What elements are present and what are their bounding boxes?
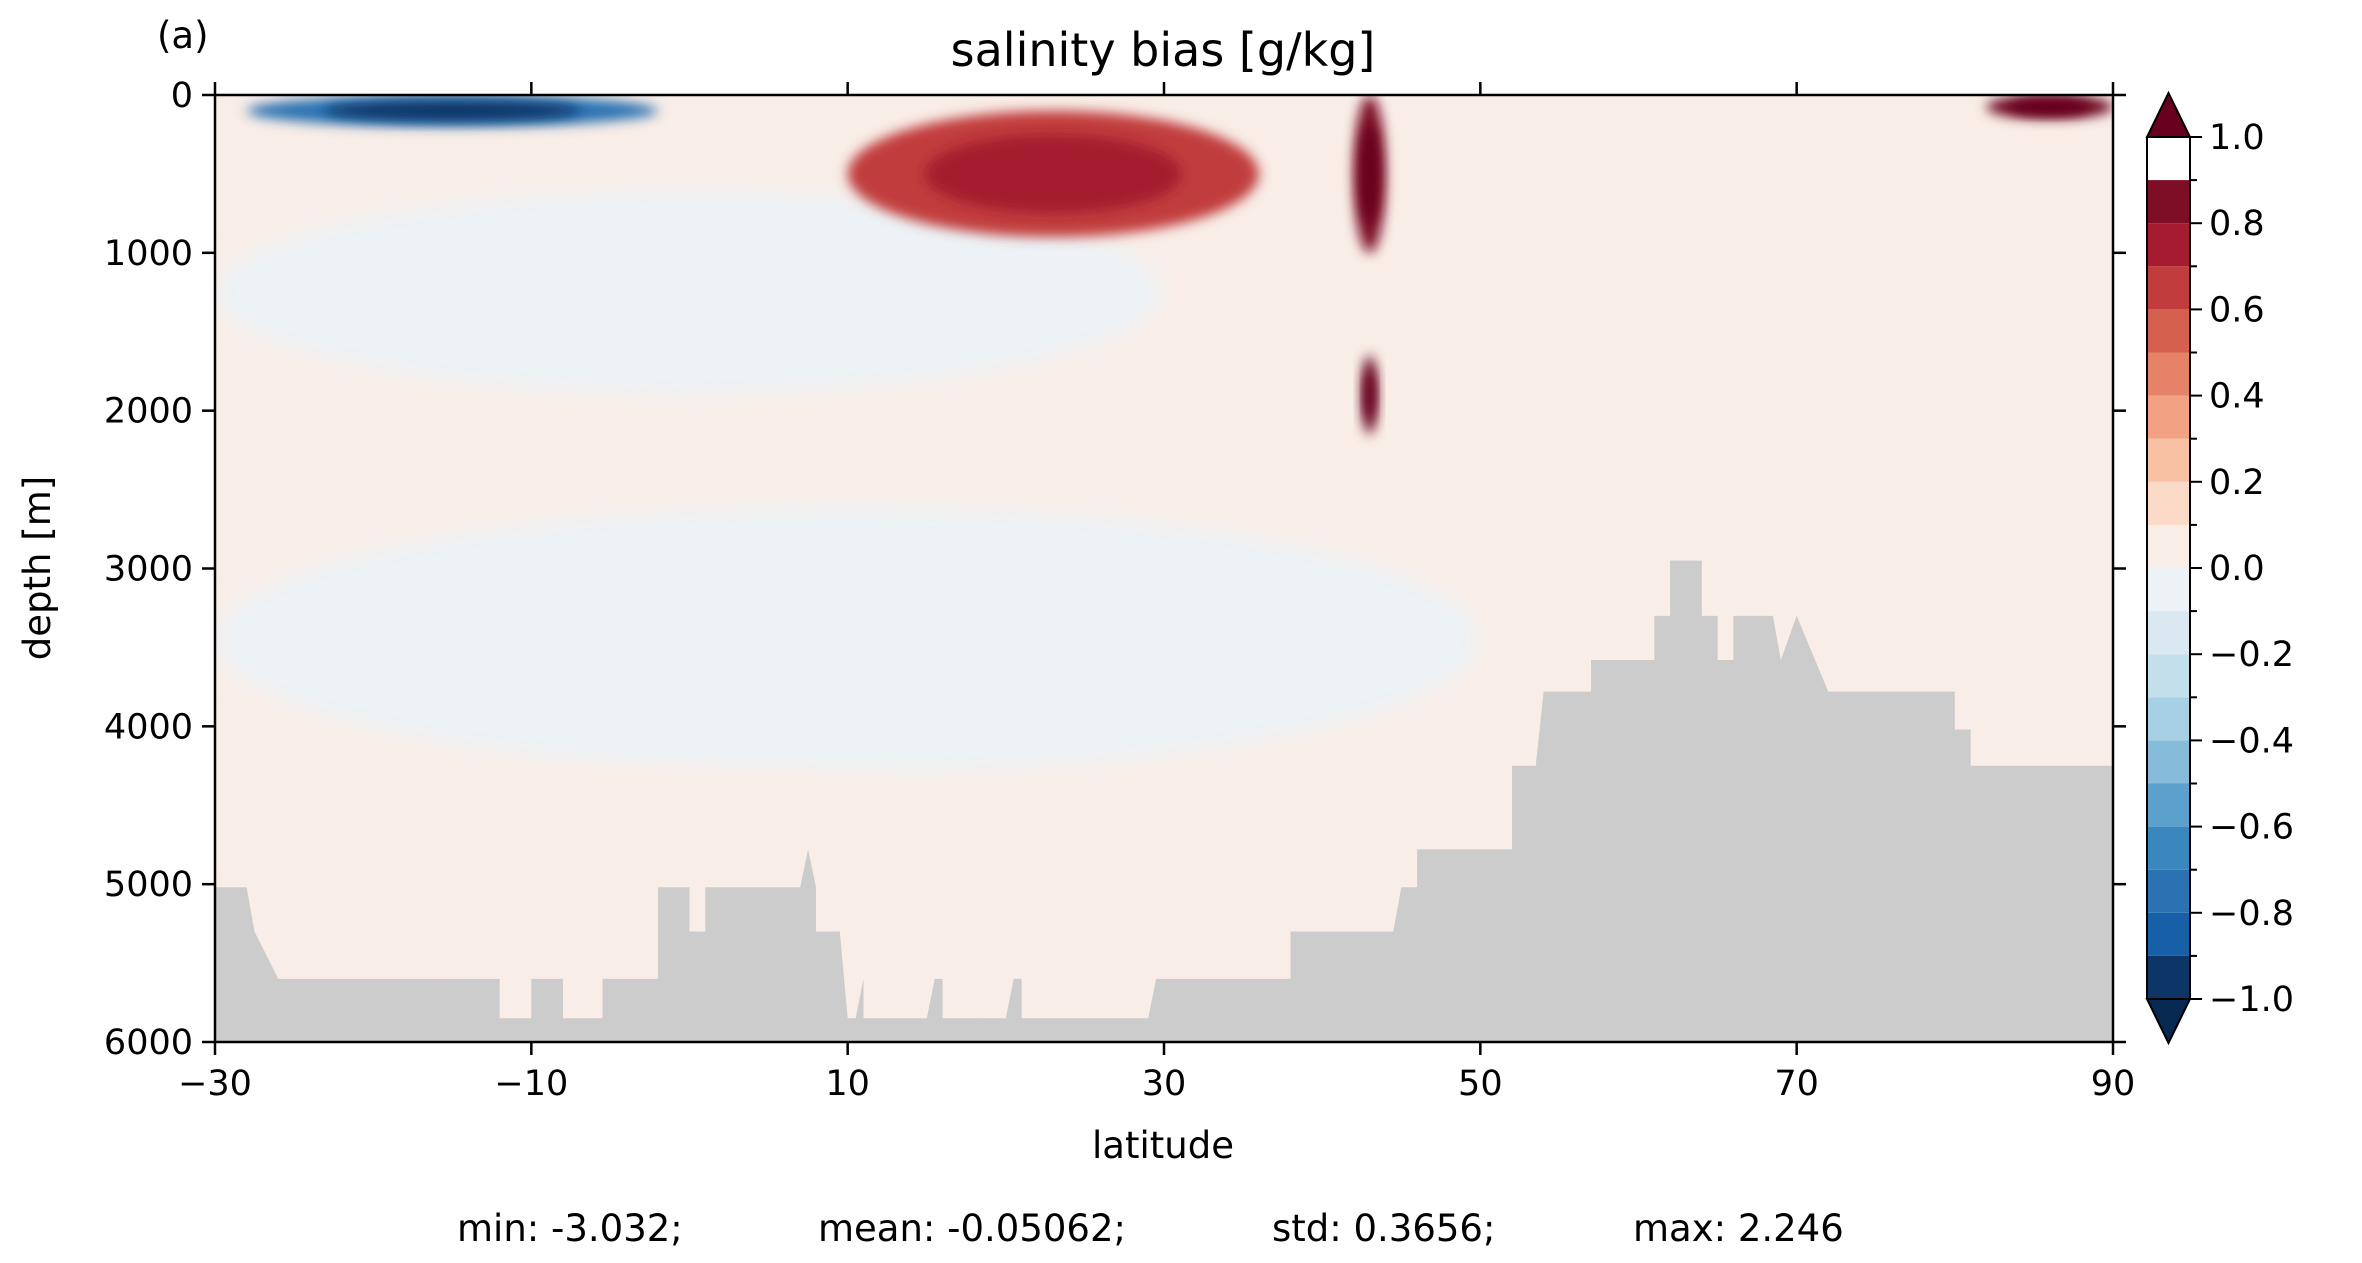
colorbar-segment — [2147, 309, 2190, 353]
stat-max: max: 2.246 — [1633, 1207, 1844, 1250]
colorbar-segment — [2147, 912, 2190, 956]
colorbar-segment — [2147, 611, 2190, 655]
colorbar-tick-label: −1.0 — [2209, 980, 2294, 1020]
colorbar-segment — [2147, 223, 2190, 267]
field-feature-core-north-subtropical-salty-tongue — [924, 134, 1182, 214]
colorbar-segment — [2147, 697, 2190, 741]
y-axis-label: depth [m] — [16, 476, 59, 660]
field-feature-core-south-equatorial-surface-fresh-core — [323, 100, 581, 121]
colorbar-segment — [2147, 955, 2190, 999]
panel-label: (a) — [157, 14, 209, 57]
y-tick-label: 6000 — [104, 1023, 193, 1063]
colorbar-tick-label: −0.2 — [2209, 635, 2294, 675]
colorbar-extend-max — [2145, 90, 2192, 138]
y-axis: 0 1000 2000 3000 4000 5000 6000 — [104, 76, 2126, 1063]
stats-line: min: -3.032; mean: -0.05062; std: 0.3656… — [457, 1207, 1844, 1250]
x-tick-label: 50 — [1458, 1064, 1503, 1104]
y-tick-label: 0 — [171, 76, 193, 116]
y-tick-label: 4000 — [104, 707, 193, 747]
field-feature-core-mediterranean-outflow-column — [1359, 124, 1380, 224]
y-tick-label: 2000 — [104, 392, 193, 432]
colorbar-segment — [2147, 826, 2190, 870]
colorbar-segment — [2147, 266, 2190, 310]
colorbar-segment — [2147, 869, 2190, 913]
colorbar-extend-min — [2145, 998, 2192, 1046]
x-tick-label: 90 — [2091, 1064, 2136, 1104]
colorbar-segment — [2147, 352, 2190, 396]
x-axis-label: latitude — [1092, 1124, 1234, 1167]
stat-mean: mean: -0.05062; — [818, 1207, 1126, 1250]
colorbar-tick-label: 0.0 — [2209, 549, 2265, 589]
colorbar-segment — [2147, 524, 2190, 568]
x-tick-label: 70 — [1774, 1064, 1819, 1104]
plot-area — [215, 95, 2113, 1042]
salinity-field — [215, 95, 2113, 1042]
colorbar-tick-label: 0.4 — [2209, 377, 2265, 417]
colorbar-tick-label: 0.8 — [2209, 204, 2265, 244]
colorbar-segment — [2147, 438, 2190, 482]
x-tick-label: 30 — [1142, 1064, 1187, 1104]
field-feature-core-deep-salty-anomaly — [1364, 370, 1375, 420]
field-feature-intermediate-fresh-band — [215, 189, 1164, 395]
stat-min: min: -3.032; — [457, 1207, 683, 1250]
x-tick-label: 10 — [825, 1064, 870, 1104]
field-feature-deep-fresh-water — [215, 505, 1481, 774]
colorbar: 1.0 0.8 0.6 0.4 0.2 0.0 −0.2 −0.4 −0.6 −0.8 −1.0 — [2145, 90, 2294, 1046]
x-tick-label: −10 — [494, 1064, 568, 1104]
colorbar-segment — [2147, 654, 2190, 698]
colorbar-tick-label: −0.4 — [2209, 721, 2294, 761]
colorbar-segment — [2147, 568, 2190, 612]
chart-title: salinity bias [g/kg] — [951, 23, 1376, 77]
colorbar-segment — [2147, 395, 2190, 439]
x-axis: −30 −10 10 30 50 70 90 — [178, 82, 2135, 1104]
x-tick-label: −30 — [178, 1064, 252, 1104]
stat-std: std: 0.3656; — [1272, 1207, 1495, 1250]
field-feature-core-arctic-surface-salty — [2010, 99, 2090, 115]
colorbar-tick-label: −0.8 — [2209, 894, 2294, 934]
y-tick-label: 5000 — [104, 865, 193, 905]
colorbar-segment — [2147, 783, 2190, 827]
colorbar-tick-label: 0.2 — [2209, 463, 2265, 503]
y-tick-label: 3000 — [104, 550, 193, 590]
colorbar-segment — [2147, 740, 2190, 784]
bathymetry-seafloor — [215, 560, 2113, 1042]
colorbar-segment — [2147, 180, 2190, 224]
colorbar-tick-label: 1.0 — [2209, 118, 2265, 158]
colorbar-tick-label: 0.6 — [2209, 290, 2265, 330]
y-tick-label: 1000 — [104, 234, 193, 274]
colorbar-tick-label: −0.6 — [2209, 808, 2294, 848]
colorbar-segment — [2147, 481, 2190, 525]
